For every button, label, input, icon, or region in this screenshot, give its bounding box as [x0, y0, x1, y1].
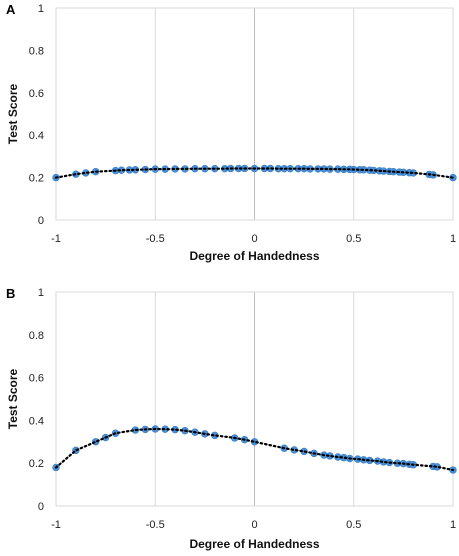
plot-frame: [55, 7, 454, 221]
y-tick-label: 1: [38, 3, 44, 15]
y-tick-label: 0.6: [29, 88, 44, 100]
x-tick-label: 0.5: [346, 519, 361, 531]
panel-label: A: [6, 2, 16, 17]
y-tick-label: 0: [38, 501, 44, 513]
y-tick-label: 0.2: [29, 458, 44, 470]
y-tick-label: 0.4: [29, 415, 44, 427]
x-axis-label: Degree of Handedness: [189, 537, 319, 551]
y-axis-label: Test Score: [6, 83, 20, 144]
y-tick-label: 0.8: [29, 330, 44, 342]
y-tick-label: 0.2: [29, 173, 44, 185]
x-tick-label: -1: [51, 233, 61, 245]
y-tick-label: 0.8: [29, 45, 44, 57]
x-tick-label: 0: [251, 519, 257, 531]
x-tick-label: -0.5: [146, 519, 165, 531]
x-tick-label: -1: [51, 519, 61, 531]
x-axis-label: Degree of Handedness: [189, 249, 319, 263]
x-tick-label: 0: [251, 233, 257, 245]
y-tick-label: 0.4: [29, 130, 44, 142]
x-tick-label: 0.5: [346, 233, 361, 245]
y-axis-label: Test Score: [6, 368, 20, 429]
panel-label: B: [6, 286, 15, 301]
x-tick-label: 1: [450, 233, 456, 245]
trend-line: [54, 427, 455, 472]
y-tick-label: 0.6: [29, 373, 44, 385]
y-tick-label: 0: [38, 215, 44, 227]
x-tick-label: -0.5: [146, 233, 165, 245]
trend-line: [54, 167, 455, 179]
y-tick-label: 1: [38, 287, 44, 299]
plot-frame: [55, 291, 454, 507]
x-tick-label: 1: [450, 519, 456, 531]
